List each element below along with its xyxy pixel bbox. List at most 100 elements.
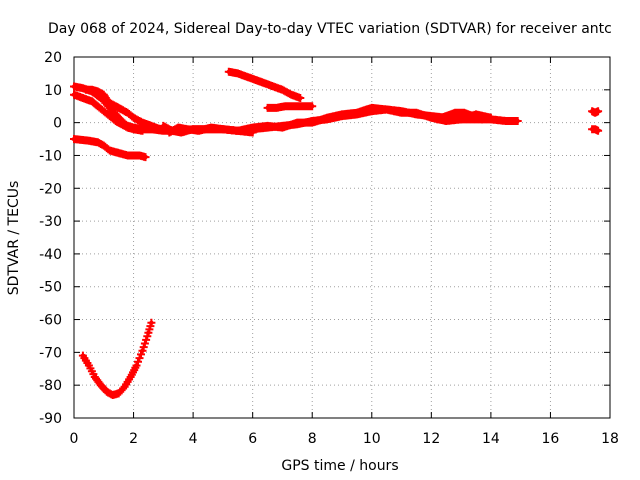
data-point xyxy=(122,384,127,390)
data-point xyxy=(140,120,145,125)
data-point xyxy=(149,123,154,129)
data-point xyxy=(461,110,467,115)
data-point xyxy=(283,104,288,109)
data-point xyxy=(104,389,109,394)
data-point xyxy=(101,143,106,148)
data-point xyxy=(161,123,166,129)
data-point xyxy=(184,127,190,132)
series-arc-j xyxy=(224,67,305,102)
x-tick-label: 18 xyxy=(601,431,619,447)
y-axis-label: SDTVAR / TECUs xyxy=(6,181,22,296)
data-point xyxy=(95,104,101,109)
data-point xyxy=(98,382,104,388)
data-point xyxy=(95,89,101,94)
data-point xyxy=(444,113,449,119)
data-point xyxy=(125,123,130,129)
data-point xyxy=(301,104,306,109)
data-point xyxy=(339,112,345,117)
data-point xyxy=(146,330,151,335)
data-point xyxy=(452,110,458,115)
plot-frame xyxy=(73,56,611,419)
series-arc-m xyxy=(588,125,603,135)
y-tick-label: -10 xyxy=(39,148,62,164)
data-point xyxy=(208,125,214,130)
data-point xyxy=(324,115,330,120)
data-point xyxy=(414,110,419,115)
x-tick-labels: 0 2 4 6 8 10 12 14 16 18 xyxy=(70,431,619,447)
data-point xyxy=(71,84,77,89)
y-tick-label: 10 xyxy=(44,83,62,99)
y-tick-label: -20 xyxy=(39,181,62,197)
data-point xyxy=(295,120,300,125)
data-point xyxy=(310,120,315,125)
y-tick-label: -80 xyxy=(39,378,62,394)
data-point xyxy=(595,108,601,114)
data-point xyxy=(176,125,181,130)
y-tick-label: -60 xyxy=(39,313,62,329)
data-point xyxy=(310,104,315,109)
series-marks xyxy=(263,102,317,112)
data-point xyxy=(116,391,121,396)
data-point xyxy=(289,92,294,97)
data-point xyxy=(280,125,285,130)
x-tick-label: 16 xyxy=(542,431,560,447)
data-point xyxy=(104,97,109,102)
data-point xyxy=(131,153,136,158)
data-point xyxy=(140,127,145,132)
data-point xyxy=(265,105,270,111)
data-point xyxy=(158,127,163,132)
data-point xyxy=(250,125,255,130)
series-arc-d xyxy=(105,98,174,135)
x-tick-label: 4 xyxy=(189,431,198,447)
series-arc-h xyxy=(165,103,495,137)
data-point xyxy=(429,115,434,120)
data-point xyxy=(384,107,389,112)
data-point xyxy=(119,107,124,112)
data-point xyxy=(503,118,508,124)
data-point xyxy=(167,130,172,135)
y-tick-label: -40 xyxy=(39,247,62,263)
y-tick-labels: 20 10 0 -10 -20 -30 -40 -50 -60 -70 -80 -90 xyxy=(39,50,62,427)
data-point xyxy=(71,92,77,97)
series-arc-e xyxy=(70,135,150,162)
series-marks xyxy=(78,318,156,399)
x-tick-label: 6 xyxy=(248,431,257,447)
data-series xyxy=(70,67,603,399)
data-point xyxy=(113,104,118,109)
data-point xyxy=(488,115,494,120)
x-tick-label: 12 xyxy=(422,431,440,447)
y-tick-label: -70 xyxy=(39,345,62,361)
series-arc-f xyxy=(78,318,156,399)
series-arc-k xyxy=(263,102,317,112)
series-arc-l xyxy=(588,107,603,117)
data-point xyxy=(80,95,86,101)
data-point xyxy=(83,87,89,93)
data-point xyxy=(595,128,601,134)
data-point xyxy=(274,105,279,111)
data-point xyxy=(113,149,118,155)
axis-ticks xyxy=(73,56,611,419)
data-point xyxy=(149,320,154,326)
data-point xyxy=(292,104,297,109)
data-point xyxy=(101,108,106,114)
data-point xyxy=(131,115,136,120)
data-point xyxy=(110,392,115,398)
x-tick-label: 14 xyxy=(482,431,500,447)
y-tick-label: -30 xyxy=(39,214,62,230)
data-point xyxy=(125,153,130,158)
data-point xyxy=(265,123,270,129)
x-tick-label: 2 xyxy=(129,431,138,447)
data-point xyxy=(458,117,464,122)
data-point xyxy=(86,138,92,143)
data-point xyxy=(119,118,124,124)
data-point xyxy=(226,69,232,74)
data-point xyxy=(399,110,404,115)
x-tick-label: 0 xyxy=(70,431,79,447)
data-point xyxy=(86,363,92,368)
data-point xyxy=(196,128,202,134)
data-point xyxy=(140,348,145,353)
data-point xyxy=(125,110,130,115)
data-point xyxy=(131,125,136,130)
y-tick-label: -90 xyxy=(39,411,62,427)
series-arc-i xyxy=(433,108,486,124)
